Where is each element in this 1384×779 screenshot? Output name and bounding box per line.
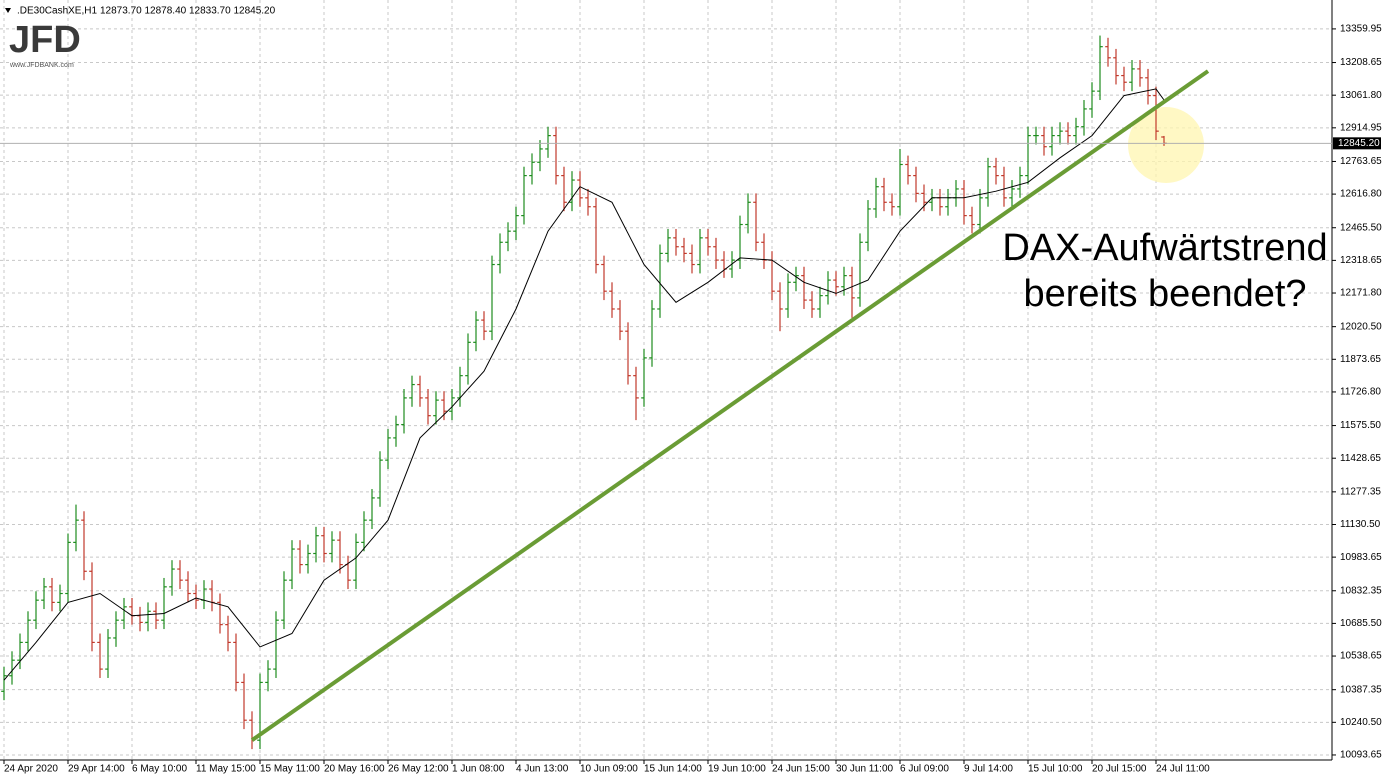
logo-url: www.JFDBANK.com [9, 62, 74, 69]
y-tick-label: 11726.80 [1340, 387, 1381, 398]
y-tick-label: 10093.65 [1340, 750, 1382, 761]
symbol: .DE30CashXE,H1 [17, 6, 97, 17]
x-tick-label: 24 Jun 15:00 [772, 764, 830, 775]
y-tick-label: 10832.35 [1340, 585, 1382, 596]
grid [0, 0, 1332, 760]
x-tick-label: 20 Jul 15:00 [1092, 764, 1147, 775]
moving-average [3, 88, 1165, 681]
x-tick-label: 30 Jun 11:00 [836, 764, 894, 775]
x-tick-label: 20 May 16:00 [324, 764, 385, 775]
y-tick-label: 13359.95 [1340, 24, 1382, 35]
y-tick-label: 12465.50 [1340, 222, 1382, 233]
x-tick-label: 29 Apr 14:00 [68, 764, 125, 775]
x-tick-label: 10 Jun 09:00 [580, 764, 638, 775]
x-tick-label: 4 Jun 13:00 [516, 764, 569, 775]
x-tick-label: 15 May 11:00 [260, 764, 320, 775]
x-tick-label: 11 May 15:00 [196, 764, 256, 775]
y-tick-label: 12914.95 [1340, 122, 1382, 133]
y-tick-label: 12763.65 [1340, 156, 1382, 167]
x-tick-label: 19 Jun 10:00 [708, 764, 766, 775]
x-tick-label: 26 May 12:00 [388, 764, 449, 775]
y-tick-label: 10685.50 [1340, 618, 1382, 629]
x-tick-label: 9 Jul 14:00 [964, 764, 1013, 775]
x-tick-label: 6 Jul 09:00 [900, 764, 949, 775]
y-tick-label: 11130.50 [1340, 519, 1381, 530]
x-tick-label: 15 Jun 14:00 [644, 764, 702, 775]
highlight-circle [1128, 107, 1204, 183]
y-tick-label: 11277.35 [1340, 486, 1381, 497]
annotation: bereits beendet? [1023, 273, 1306, 315]
y-tick-label: 10240.50 [1340, 717, 1382, 728]
x-tick-label: 24 Apr 2020 [4, 764, 58, 775]
y-tick-label: 13061.80 [1340, 90, 1382, 101]
current-price-box [1333, 137, 1381, 150]
ohlc-label: 12873.70 12878.40 12833.70 12845.20 [100, 6, 276, 17]
y-tick-label: 10538.65 [1340, 651, 1382, 662]
menu-arrow[interactable] [5, 8, 11, 13]
y-tick-label: 12171.80 [1340, 288, 1382, 299]
y-tick-label: 10983.65 [1340, 552, 1382, 563]
y-tick-label: 13208.65 [1340, 57, 1382, 68]
x-tick-label: 1 Jun 08:00 [452, 764, 505, 775]
y-tick-label: 12616.80 [1340, 189, 1382, 200]
annotation: DAX-Aufwärtstrend [1002, 227, 1327, 269]
x-tick-label: 15 Jul 10:00 [1028, 764, 1083, 775]
trendline [250, 69, 1210, 742]
logo: JFD [9, 19, 81, 61]
y-tick-label: 11575.50 [1340, 420, 1381, 431]
y-tick-label: 11873.65 [1340, 354, 1381, 365]
y-tick-label: 12318.65 [1340, 255, 1382, 266]
x-tick-label: 6 May 10:00 [132, 764, 187, 775]
y-tick-label: 12020.50 [1340, 321, 1382, 332]
x-tick-label: 24 Jul 11:00 [1156, 764, 1210, 775]
current-price-label: 12845.20 [1338, 138, 1380, 149]
y-tick-label: 11428.65 [1340, 453, 1381, 464]
bars [1, 35, 1167, 750]
y-tick-label: 10387.35 [1340, 684, 1382, 695]
